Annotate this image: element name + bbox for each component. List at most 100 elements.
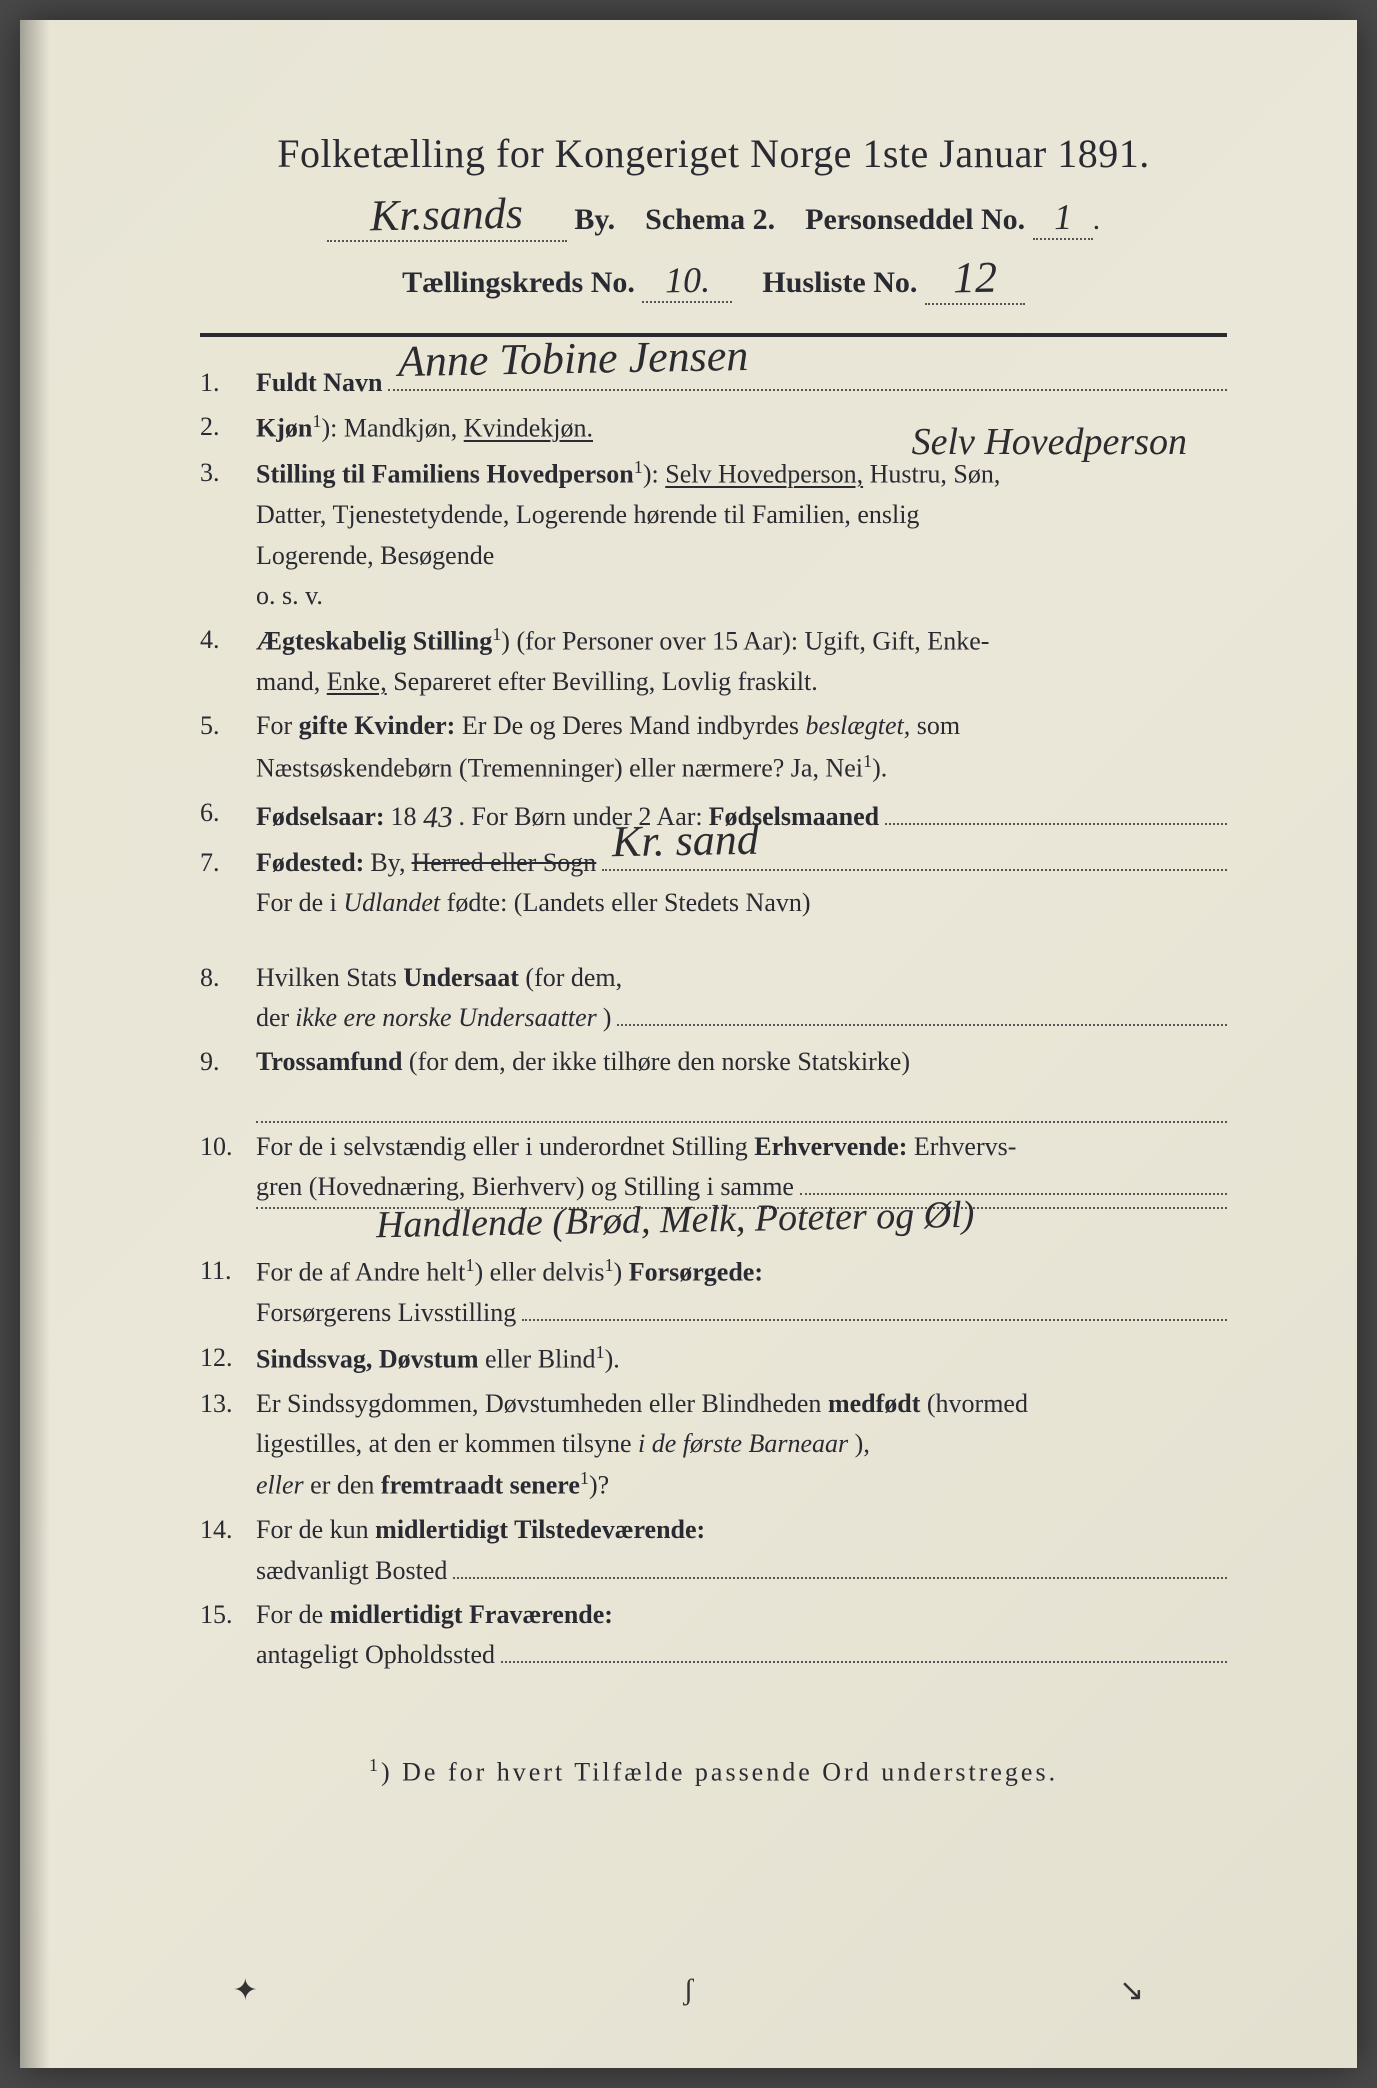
q13-l2c: ), — [855, 1429, 870, 1458]
q7-num: 7. — [200, 843, 256, 883]
q14-l1a: For de kun — [256, 1515, 375, 1544]
husliste-value: 12 — [952, 252, 997, 304]
q6-year-hw: 43 — [422, 794, 454, 842]
q11: 11. For de af Andre helt1) eller delvis1… — [200, 1251, 1227, 1333]
q4-label: Ægteskabelig Stilling — [256, 627, 492, 656]
q14-l2: sædvanligt Bosted — [256, 1551, 447, 1591]
q4: 4. Ægteskabelig Stilling1) (for Personer… — [200, 620, 1227, 702]
q7-line2i: Udlandet — [343, 888, 440, 917]
q11-l1b: eller delvis — [490, 1258, 605, 1287]
q10-num: 10. — [200, 1127, 256, 1167]
q9-rest: (for dem, der ikke tilhøre den norske St… — [409, 1047, 910, 1076]
q13-l1a: Er Sindssygdommen, Døvstumheden eller Bl… — [256, 1389, 828, 1418]
q8: 8. Hvilken Stats Undersaat (for dem, der… — [200, 958, 1227, 1039]
q5-l1-bold: gifte Kvinder: — [299, 711, 456, 740]
q7-line2b: fødte: (Landets eller Stedets Navn) — [447, 888, 811, 917]
q3-line4: o. s. v. — [256, 581, 323, 610]
q13-l2i: i de første Barneaar — [638, 1429, 848, 1458]
q8-l2a: der — [256, 998, 289, 1038]
census-form-page: Folketælling for Kongeriget Norge 1ste J… — [20, 20, 1357, 2068]
q11-l1c: Forsørgede: — [629, 1258, 763, 1287]
q15-num: 15. — [200, 1595, 256, 1635]
q1: 1. Fuldt Navn Anne Tobine Jensen — [200, 363, 1227, 403]
q2-num: 2. — [200, 407, 256, 447]
q9-num: 9. — [200, 1042, 256, 1082]
footnote-sup: 1 — [369, 1755, 381, 1775]
husliste-label: Husliste No. — [762, 266, 917, 299]
q2-annotation: Selv Hovedperson — [912, 413, 1187, 472]
q15-l1b: midlertidigt Fraværende: — [330, 1600, 613, 1629]
q13-l2b: at den er kommen tilsyne — [369, 1429, 638, 1458]
q3-line3: Logerende, Besøgende — [256, 541, 494, 570]
q2-label: Kjøn — [256, 414, 312, 443]
q3-label: Stilling til Familiens Hovedperson — [256, 460, 634, 489]
q13-l3a: eller — [256, 1471, 304, 1500]
q7-label: Fødested: — [256, 843, 364, 883]
q8-l2i: ikke ere norske Undersaatter — [295, 998, 597, 1038]
q9-label: Trossamfund — [256, 1047, 402, 1076]
q15-l2: antageligt Opholdssted — [256, 1635, 495, 1675]
q10-l1c: Erhvervs- — [914, 1132, 1017, 1161]
footnote: 1) De for hvert Tilfælde passende Ord un… — [200, 1755, 1227, 1788]
q8-l2b: ) — [603, 998, 612, 1038]
q5-l1-prefix: For — [256, 711, 299, 740]
q5-l1-rest: Er De og Deres Mand indbyrdes — [462, 711, 806, 740]
q14-num: 14. — [200, 1510, 256, 1550]
mark-icon: ↘ — [1119, 1973, 1144, 2008]
q14-l1b: midlertidigt Tilstedeværende: — [375, 1515, 705, 1544]
q5-l1-end: som — [917, 711, 960, 740]
q6-num: 6. — [200, 793, 256, 833]
q1-value: Anne Tobine Jensen — [398, 322, 749, 396]
q14: 14. For de kun midlertidigt Tilstedevære… — [200, 1510, 1227, 1591]
q8-l1a: Hvilken Stats — [256, 963, 403, 992]
q15-l1a: For de — [256, 1600, 330, 1629]
q7: 7. Fødested: By, Herred eller Sogn Kr. s… — [200, 843, 1227, 924]
q4-num: 4. — [200, 620, 256, 660]
q13-l2a: ligestilles, — [256, 1429, 369, 1458]
q10-hw: Handlende (Brød, Melk, Poteter og Øl) — [376, 1185, 975, 1254]
q7-struck: Herred eller Sogn — [411, 843, 596, 883]
q2-options: Mandkjøn, — [344, 414, 464, 443]
q9: 9. Trossamfund (for dem, der ikke tilhør… — [200, 1042, 1227, 1123]
q3-line1a: Selv Hovedperson, — [665, 460, 863, 489]
q6-year-prefix: 18 — [391, 797, 417, 837]
q11-num: 11. — [200, 1251, 256, 1291]
q3: 3. Stilling til Familiens Hovedperson1):… — [200, 453, 1227, 616]
q13-l1b: medfødt — [828, 1389, 920, 1418]
q12: 12. Sindssvag, Døvstum eller Blind1). — [200, 1338, 1227, 1380]
q12-rest: eller Blind — [485, 1344, 595, 1373]
by-handwritten: Kr.sands — [370, 188, 524, 242]
q12-num: 12. — [200, 1338, 256, 1378]
header-line-1: Kr.sands By. Schema 2. Personseddel No. … — [200, 189, 1227, 242]
q12-label: Sindssvag, Døvstum — [256, 1344, 479, 1373]
q3-line2: Datter, Tjenestetydende, Logerende høren… — [256, 500, 919, 529]
page-title: Folketælling for Kongeriget Norge 1ste J… — [200, 130, 1227, 177]
q10-l1b: Erhvervende: — [754, 1132, 907, 1161]
q10: 10. For de i selvstændig eller i underor… — [200, 1127, 1227, 1248]
q3-num: 3. — [200, 453, 256, 493]
q2: 2. Kjøn1): Mandkjøn, Kvindekjøn. Selv Ho… — [200, 407, 1227, 449]
q4-line2a: mand, — [256, 667, 327, 696]
q7-hw: Kr. sand — [612, 806, 760, 877]
footnote-text: ) De for hvert Tilfælde passende Ord und… — [381, 1758, 1058, 1787]
q5-line2: Næstsøskendebørn (Tremenninger) eller næ… — [256, 753, 863, 782]
q4-paren: (for Personer over 15 Aar): — [516, 627, 804, 656]
q13: 13. Er Sindssygdommen, Døvstumheden elle… — [200, 1384, 1227, 1507]
bottom-marks: ✦ ʃ ↘ — [20, 1973, 1357, 2008]
q13-l1c: (hvormed — [927, 1389, 1028, 1418]
header-line-2: Tællingskreds No. 10. Husliste No. 12 — [200, 252, 1227, 305]
q13-l3c: fremtraadt senere — [381, 1471, 580, 1500]
personseddel-label: Personseddel No. — [805, 203, 1025, 236]
q13-l3b: er den — [310, 1471, 381, 1500]
q7-line2a: For de i — [256, 888, 343, 917]
q10-l1a: For de i selvstændig eller i underordnet… — [256, 1132, 754, 1161]
q8-l1c: (for dem, — [525, 963, 622, 992]
q8-num: 8. — [200, 958, 256, 998]
q7-text-a: By, — [370, 843, 405, 883]
q1-label: Fuldt Navn — [256, 363, 382, 403]
personseddel-value: 1 — [1053, 196, 1072, 238]
by-label: By. — [574, 203, 615, 236]
q1-num: 1. — [200, 363, 256, 403]
q13-num: 13. — [200, 1384, 256, 1424]
mark-icon: ʃ — [683, 1973, 693, 2008]
